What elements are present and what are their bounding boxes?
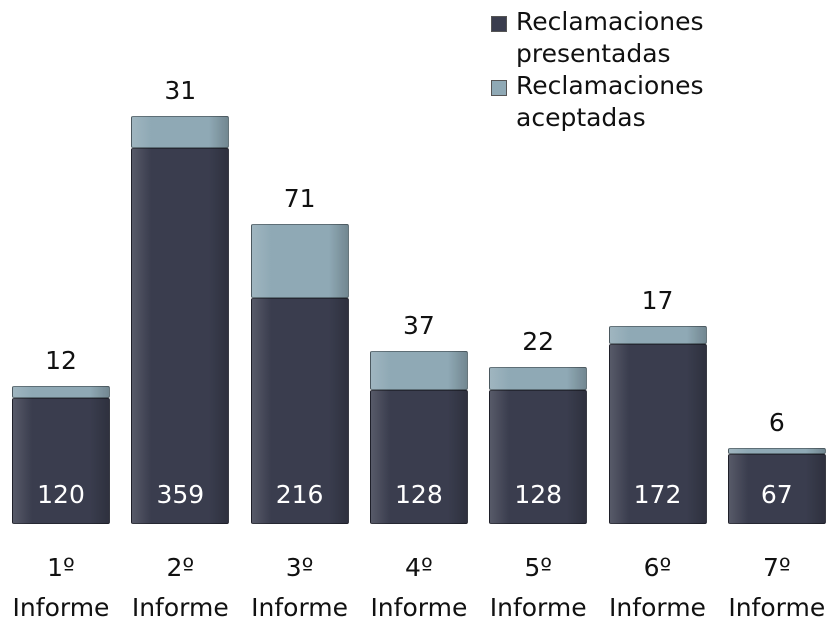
legend-swatch (491, 16, 507, 32)
bar-segment (250, 298, 349, 524)
data-label: 17 (641, 286, 674, 316)
bar-segment (12, 385, 110, 399)
legend-label: Reclamaciones presentadas (516, 7, 704, 68)
bar-segment (12, 398, 110, 524)
data-label: 128 (514, 480, 563, 509)
data-label: 37 (402, 311, 435, 341)
data-label: 216 (275, 480, 324, 509)
data-label: 31 (164, 76, 197, 105)
data-label: 172 (633, 480, 682, 509)
bar-segment (250, 223, 349, 299)
data-label: 128 (395, 480, 443, 509)
data-label: 120 (37, 480, 85, 509)
x-tick-label: 7º Informe (728, 553, 826, 618)
bar-segment (369, 390, 468, 524)
bar-segment (369, 351, 468, 391)
bar-segment (489, 390, 588, 524)
bar-segment (727, 447, 826, 454)
legend-label: Reclamaciones aceptadas (516, 71, 704, 132)
bar-segment (608, 344, 707, 524)
x-tick-label: 4º Informe (370, 553, 468, 618)
bar-segment (727, 453, 826, 524)
bar-segment (131, 148, 230, 524)
bar-segment (489, 367, 588, 391)
data-label: 6 (768, 407, 785, 437)
x-tick-label: 3º Informe (251, 553, 349, 618)
data-label: 67 (760, 480, 793, 509)
data-label: 22 (522, 327, 555, 357)
data-label: 359 (156, 480, 205, 509)
bar-segment (131, 116, 230, 149)
x-tick-label: 5º Informe (489, 553, 587, 618)
legend-swatch (491, 80, 507, 96)
data-label: 12 (45, 345, 77, 375)
x-tick-label: 2º Informe (131, 553, 229, 618)
bar-segment (608, 326, 707, 345)
x-tick-label: 1º Informe (12, 553, 110, 618)
x-tick-label: 6º Informe (609, 553, 706, 618)
data-label: 71 (283, 183, 316, 213)
